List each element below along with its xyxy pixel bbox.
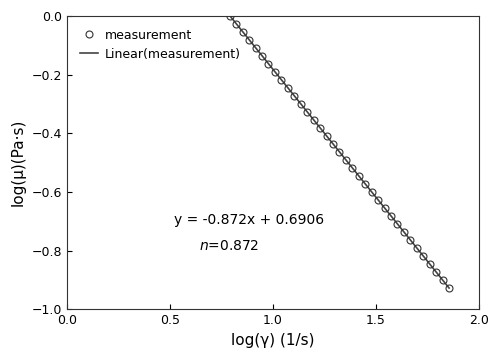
measurement — [414, 246, 420, 250]
measurement — [433, 270, 439, 274]
measurement — [401, 230, 407, 234]
X-axis label: log(γ) (1/s): log(γ) (1/s) — [231, 333, 314, 348]
measurement — [408, 238, 414, 242]
measurement — [317, 126, 323, 130]
measurement — [278, 78, 284, 82]
measurement — [350, 166, 356, 170]
measurement — [382, 206, 388, 210]
measurement — [246, 37, 252, 42]
Text: $n$=0.872: $n$=0.872 — [199, 239, 259, 253]
measurement — [252, 46, 258, 50]
measurement — [272, 70, 278, 74]
measurement — [336, 150, 342, 154]
measurement — [285, 85, 291, 90]
measurement — [420, 254, 426, 258]
measurement — [394, 222, 400, 226]
measurement — [292, 94, 298, 98]
measurement — [226, 13, 232, 18]
measurement — [310, 118, 316, 122]
measurement — [304, 109, 310, 114]
measurement — [446, 286, 452, 290]
measurement — [240, 29, 246, 34]
Legend: measurement, Linear(measurement): measurement, Linear(measurement) — [74, 22, 247, 67]
measurement — [266, 61, 272, 66]
measurement — [330, 142, 336, 146]
measurement — [375, 198, 381, 202]
measurement — [368, 190, 374, 194]
Text: y = -0.872x + 0.6906: y = -0.872x + 0.6906 — [174, 213, 324, 227]
measurement — [362, 182, 368, 186]
measurement — [259, 53, 265, 58]
measurement — [426, 262, 432, 266]
Y-axis label: log(μ)(Pa·s): log(μ)(Pa·s) — [11, 119, 26, 206]
measurement — [356, 174, 362, 178]
measurement — [298, 102, 304, 106]
measurement — [233, 22, 239, 26]
measurement — [343, 158, 349, 162]
measurement — [440, 278, 446, 282]
measurement — [388, 214, 394, 218]
Line: measurement: measurement — [226, 12, 452, 292]
measurement — [324, 134, 330, 138]
